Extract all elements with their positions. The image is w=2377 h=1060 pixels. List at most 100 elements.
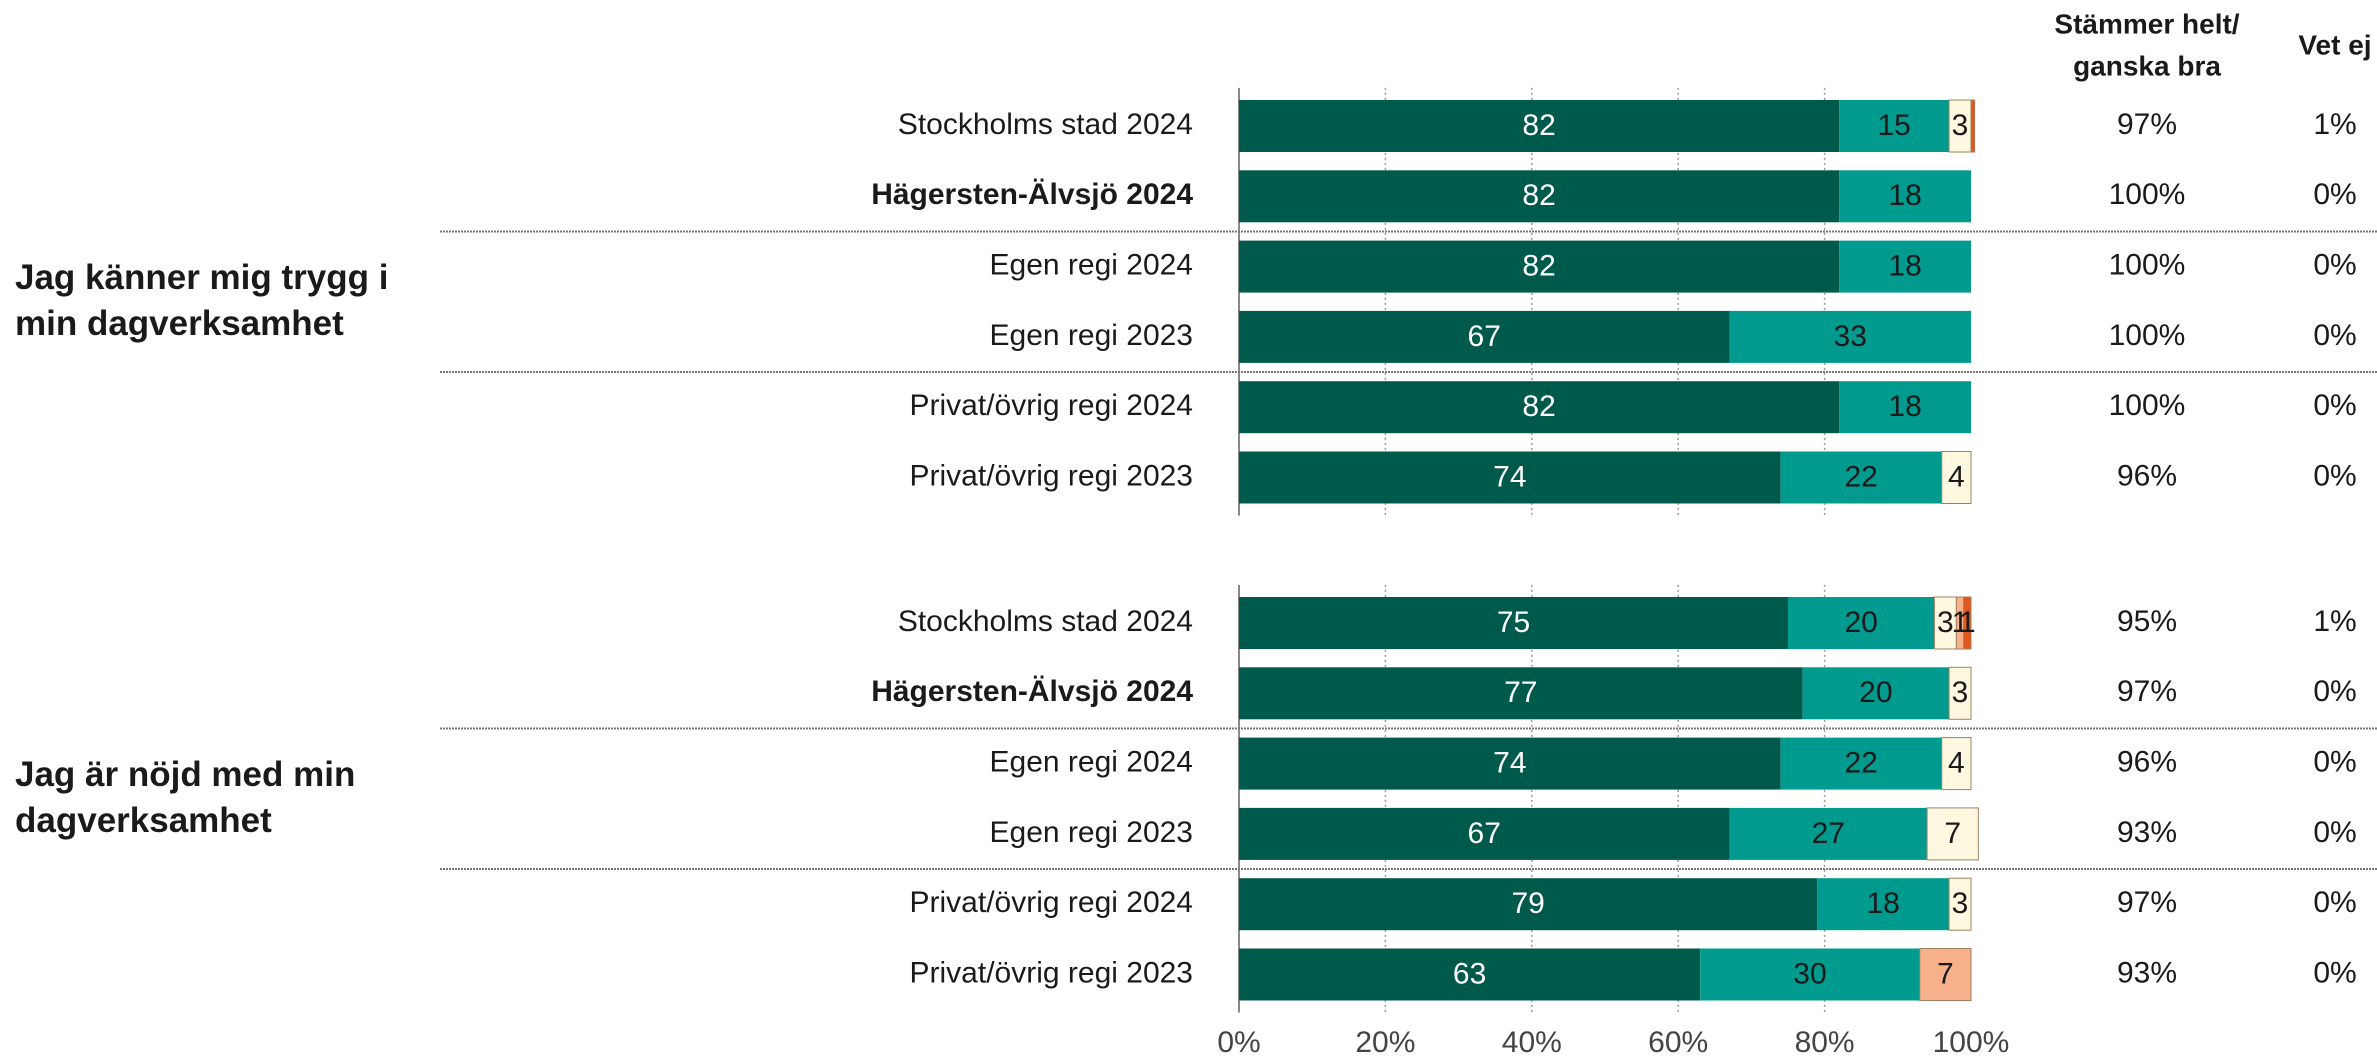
column-value: 0% xyxy=(2313,178,2356,211)
data-label: 7 xyxy=(1944,817,1961,850)
data-label: 20 xyxy=(1859,676,1892,709)
group-title: Jag känner mig trygg i xyxy=(15,258,388,297)
category-label: Hägersten-Älvsjö 2024 xyxy=(871,178,1193,211)
column-value: 0% xyxy=(2313,389,2356,422)
column-value: 96% xyxy=(2117,459,2177,492)
bar-segment xyxy=(1839,381,1971,434)
bar-segment xyxy=(1919,948,1972,1001)
data-label: 18 xyxy=(1888,390,1921,423)
data-label: 75 xyxy=(1497,606,1530,639)
bar-segment xyxy=(1239,170,1840,223)
data-label: 18 xyxy=(1888,250,1921,283)
column-header: Vet ej xyxy=(2298,29,2371,60)
bar-segment xyxy=(1239,381,1840,434)
data-label: 3 xyxy=(1952,109,1969,142)
bar-segment xyxy=(1839,170,1971,223)
bar-segment xyxy=(1239,240,1840,293)
bar-segment xyxy=(1239,597,1788,649)
bar-segment xyxy=(1239,100,1840,152)
data-label: 67 xyxy=(1468,817,1501,850)
category-label: Egen regi 2023 xyxy=(990,319,1194,352)
bar-segment xyxy=(1963,596,1972,650)
bar-segment xyxy=(1239,878,1818,931)
data-label: 18 xyxy=(1866,887,1899,920)
bar-segment xyxy=(1729,310,1971,363)
bar-segment xyxy=(1239,667,1803,720)
data-label: 27 xyxy=(1812,817,1845,850)
data-label: 3 xyxy=(1952,676,1969,709)
column-value: 100% xyxy=(2109,249,2186,282)
column-value: 0% xyxy=(2313,746,2356,779)
column-value: 0% xyxy=(2313,886,2356,919)
x-tick-label: 100% xyxy=(1933,1026,2010,1059)
bar-segment xyxy=(1239,451,1781,504)
column-value: 0% xyxy=(2313,816,2356,849)
column-value: 100% xyxy=(2109,389,2186,422)
category-label: Privat/övrig regi 2024 xyxy=(910,886,1193,919)
x-tick-label: 20% xyxy=(1355,1026,1415,1059)
column-value: 97% xyxy=(2117,675,2177,708)
category-label: Egen regi 2024 xyxy=(990,746,1194,779)
column-value: 0% xyxy=(2313,319,2356,352)
bar-segment xyxy=(1700,948,1920,1001)
column-value: 97% xyxy=(2117,108,2177,141)
bar-segment xyxy=(1802,667,1950,720)
column-header: Stämmer helt/ xyxy=(2054,8,2239,39)
column-value: 1% xyxy=(2313,605,2356,638)
bar-segment xyxy=(1780,737,1942,790)
bar-segment xyxy=(1941,737,1972,791)
data-label: 4 xyxy=(1948,460,1965,493)
data-label: 33 xyxy=(1834,320,1867,353)
data-label: 4 xyxy=(1948,747,1965,780)
bar-segment xyxy=(1948,877,1972,931)
column-value: 0% xyxy=(2313,675,2356,708)
category-label: Stockholms stad 2024 xyxy=(898,108,1193,141)
data-label: 20 xyxy=(1845,606,1878,639)
bar-segment xyxy=(1239,807,1730,860)
column-value: 93% xyxy=(2117,956,2177,989)
data-label: 82 xyxy=(1522,179,1555,212)
x-tick-label: 40% xyxy=(1502,1026,1562,1059)
data-label: 3 xyxy=(1937,606,1954,639)
data-label: 82 xyxy=(1522,250,1555,283)
bar-segment xyxy=(1817,878,1950,931)
data-label: 15 xyxy=(1877,109,1910,142)
data-label: 82 xyxy=(1522,390,1555,423)
column-value: 95% xyxy=(2117,605,2177,638)
group-title: min dagverksamhet xyxy=(15,304,344,343)
group-title: dagverksamhet xyxy=(15,801,272,840)
data-label: 74 xyxy=(1493,747,1526,780)
data-label: 3 xyxy=(1952,887,1969,920)
data-label: 7 xyxy=(1937,957,1954,990)
bar-segment xyxy=(1948,666,1972,720)
column-value: 1% xyxy=(2313,108,2356,141)
bar-segment xyxy=(1941,451,1972,504)
data-label: 18 xyxy=(1888,179,1921,212)
category-label: Egen regi 2024 xyxy=(990,249,1194,282)
column-value: 0% xyxy=(2313,459,2356,492)
column-value: 0% xyxy=(2313,956,2356,989)
data-label: 77 xyxy=(1504,676,1537,709)
column-value: 97% xyxy=(2117,886,2177,919)
bar-segment xyxy=(1780,451,1942,504)
data-label: 82 xyxy=(1522,109,1555,142)
category-label: Privat/övrig regi 2023 xyxy=(910,459,1193,492)
column-header: ganska bra xyxy=(2073,50,2221,81)
data-label: 63 xyxy=(1453,957,1486,990)
data-label: 79 xyxy=(1511,887,1544,920)
data-label: 1 xyxy=(1959,606,1976,639)
category-label: Privat/övrig regi 2023 xyxy=(910,956,1193,989)
x-tick-label: 80% xyxy=(1795,1026,1855,1059)
column-value: 0% xyxy=(2313,249,2356,282)
category-label: Stockholms stad 2024 xyxy=(898,605,1193,638)
column-value: 93% xyxy=(2117,816,2177,849)
data-label: 67 xyxy=(1468,320,1501,353)
bar-segment xyxy=(1839,100,1950,152)
bar-segment xyxy=(1926,807,1979,861)
data-label: 74 xyxy=(1493,460,1526,493)
category-label: Privat/övrig regi 2024 xyxy=(910,389,1193,422)
bar-segment xyxy=(1729,807,1928,860)
bar-segment xyxy=(1239,737,1781,790)
data-label: 30 xyxy=(1793,957,1826,990)
